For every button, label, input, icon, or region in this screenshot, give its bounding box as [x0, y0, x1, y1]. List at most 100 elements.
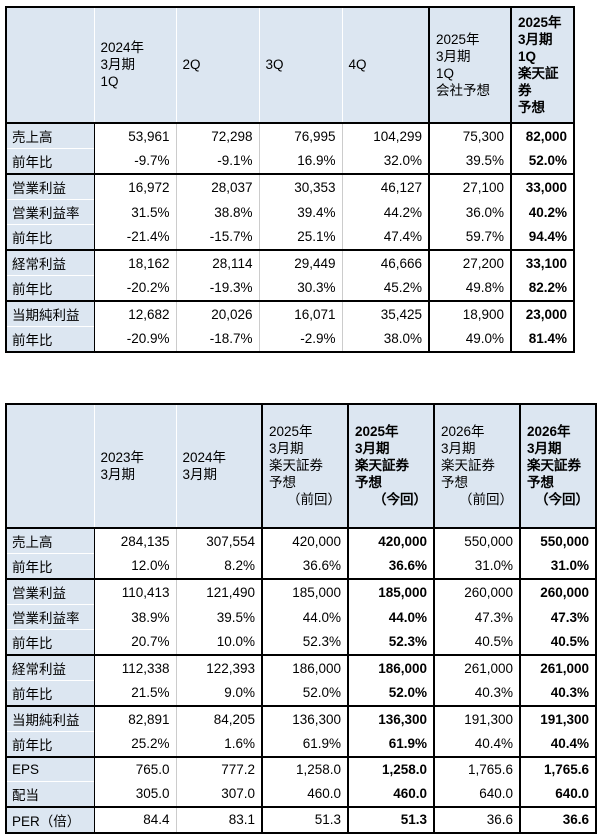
value-cell: 76,995	[258, 122, 342, 149]
value-cell: 40.5%	[519, 629, 596, 655]
row-label: 当期純利益	[6, 705, 95, 732]
col-header-fy2025-forecast-prev: 2025年 3月期 楽天証券 予想 （前回）	[261, 404, 348, 529]
table-row: 前年比 12.0% 8.2% 36.6% 36.6% 31.0% 31.0%	[6, 553, 596, 579]
value-cell: -19.3%	[175, 275, 259, 301]
value-cell: 104,299	[341, 122, 429, 149]
value-cell: 46,666	[341, 249, 429, 276]
value-cell: 9.0%	[175, 680, 262, 706]
value-cell: -9.7%	[93, 148, 176, 174]
value-cell: 47.4%	[341, 224, 429, 250]
header-text: 2024年 3月期 1Q	[100, 40, 145, 89]
value-cell: 420,000	[347, 527, 434, 554]
value-cell: 191,300	[433, 705, 520, 732]
value-cell: 191,300	[519, 705, 596, 732]
value-cell: 36.6%	[347, 553, 434, 579]
value-cell: 122,393	[175, 654, 262, 681]
value-cell: 33,100	[510, 249, 574, 276]
table-body: 売上高 284,135 307,554 420,000 420,000 550,000 55…	[6, 527, 596, 833]
row-label: EPS	[6, 756, 95, 781]
table-row: 前年比 25.2% 1.6% 61.9% 61.9% 40.4% 40.4%	[6, 731, 596, 757]
value-cell: 53,961	[93, 122, 176, 149]
value-cell: 30,353	[258, 173, 342, 200]
value-cell: 52.0%	[510, 148, 574, 174]
value-cell: 83.1	[175, 805, 262, 833]
value-cell: 82.2%	[510, 275, 574, 301]
value-cell: 40.3%	[433, 680, 520, 706]
col-header-fy2025-forecast-new: 2025年 3月期 楽天証券 予想 （今回）	[347, 404, 434, 529]
value-cell: 31.0%	[433, 553, 520, 579]
row-label: PER（倍）	[6, 805, 95, 833]
value-cell: 28,037	[175, 173, 259, 200]
value-cell: 112,338	[93, 654, 176, 681]
value-cell: 46,127	[341, 173, 429, 200]
value-cell: 1,765.6	[433, 756, 520, 781]
value-cell: 33,000	[510, 173, 574, 200]
value-cell: 110,413	[93, 578, 176, 605]
value-cell: 40.2%	[510, 199, 574, 225]
value-cell: 1,258.0	[261, 756, 348, 781]
value-cell: 40.3%	[519, 680, 596, 706]
value-cell: 29,449	[258, 249, 342, 276]
col-header-q4: 4Q	[341, 7, 429, 124]
value-cell: 75,300	[428, 122, 511, 149]
value-cell: 8.2%	[175, 553, 262, 579]
header-text: 2026年 3月期 楽天証券 予想	[527, 424, 581, 490]
value-cell: -20.9%	[93, 326, 176, 352]
header-text: 2024年 3月期	[182, 449, 227, 482]
value-cell: 81.4%	[510, 326, 574, 352]
row-label: 前年比	[6, 629, 95, 655]
row-label: 経常利益	[6, 249, 95, 276]
header-text: 2025年 3月期 楽天証券 予想	[355, 424, 409, 490]
table-row: 営業利益 16,972 28,037 30,353 46,127 27,100 33,000	[6, 173, 574, 200]
row-label: 経常利益	[6, 654, 95, 681]
corner-cell	[5, 7, 94, 124]
col-header-fy2024-q1: 2024年 3月期 1Q	[93, 7, 176, 124]
header-text: 2023年 3月期	[100, 449, 145, 482]
row-label: 営業利益	[6, 578, 95, 605]
value-cell: 94.4%	[510, 224, 574, 250]
value-cell: 82,891	[93, 705, 176, 732]
header-tag: （前回）	[459, 492, 513, 507]
value-cell: 31.5%	[93, 199, 176, 225]
table-row: 当期純利益 12,682 20,026 16,071 35,425 18,900 23,00…	[6, 300, 574, 327]
value-cell: 16,972	[93, 173, 176, 200]
header-text: 2Q	[182, 57, 201, 72]
value-cell: 20,026	[175, 300, 259, 327]
value-cell: 38.0%	[341, 326, 429, 352]
value-cell: 47.3%	[519, 604, 596, 630]
table-row: 前年比 -21.4% -15.7% 25.1% 47.4% 59.7% 94.4%	[6, 224, 574, 250]
table-row: 営業利益率 38.9% 39.5% 44.0% 44.0% 47.3% 47.3%	[6, 604, 596, 630]
col-header-company-forecast: 2025年 3月期 1Q 会社予想	[428, 7, 511, 124]
value-cell: 136,300	[347, 705, 434, 732]
value-cell: 20.7%	[93, 629, 176, 655]
value-cell: -9.1%	[175, 148, 259, 174]
col-header-q3: 3Q	[258, 7, 342, 124]
value-cell: 261,000	[519, 654, 596, 681]
value-cell: 44.0%	[347, 604, 434, 630]
row-label: 営業利益	[6, 173, 95, 200]
row-label: 前年比	[6, 275, 95, 301]
table-body: 売上高 53,961 72,298 76,995 104,299 75,300 82,000…	[6, 122, 574, 352]
value-cell: 32.0%	[341, 148, 429, 174]
value-cell: -2.9%	[258, 326, 342, 352]
header-text: 2025年 3月期 1Q 会社予想	[436, 31, 490, 98]
value-cell: 12,682	[93, 300, 176, 327]
corner-cell	[5, 404, 94, 529]
value-cell: 261,000	[433, 654, 520, 681]
value-cell: 27,200	[428, 249, 511, 276]
table-row: 前年比 -9.7% -9.1% 16.9% 32.0% 39.5% 52.0%	[6, 148, 574, 174]
value-cell: 25.1%	[258, 224, 342, 250]
value-cell: 307,554	[175, 527, 262, 554]
value-cell: 40.4%	[519, 731, 596, 757]
header-text: 2025年 3月期 1Q 楽天証券 予想	[518, 14, 562, 115]
col-header-fy2026-forecast-prev: 2026年 3月期 楽天証券 予想 （前回）	[433, 404, 520, 529]
value-cell: 82,000	[510, 122, 574, 149]
value-cell: -15.7%	[175, 224, 259, 250]
annual-results-forecast-table: 2023年 3月期 2024年 3月期 2025年 3月期 楽天証券 予想 （前…	[5, 403, 597, 834]
value-cell: 30.3%	[258, 275, 342, 301]
value-cell: 1.6%	[175, 731, 262, 757]
value-cell: 16.9%	[258, 148, 342, 174]
value-cell: 36.6	[519, 805, 596, 833]
col-header-fy2024: 2024年 3月期	[175, 404, 262, 529]
